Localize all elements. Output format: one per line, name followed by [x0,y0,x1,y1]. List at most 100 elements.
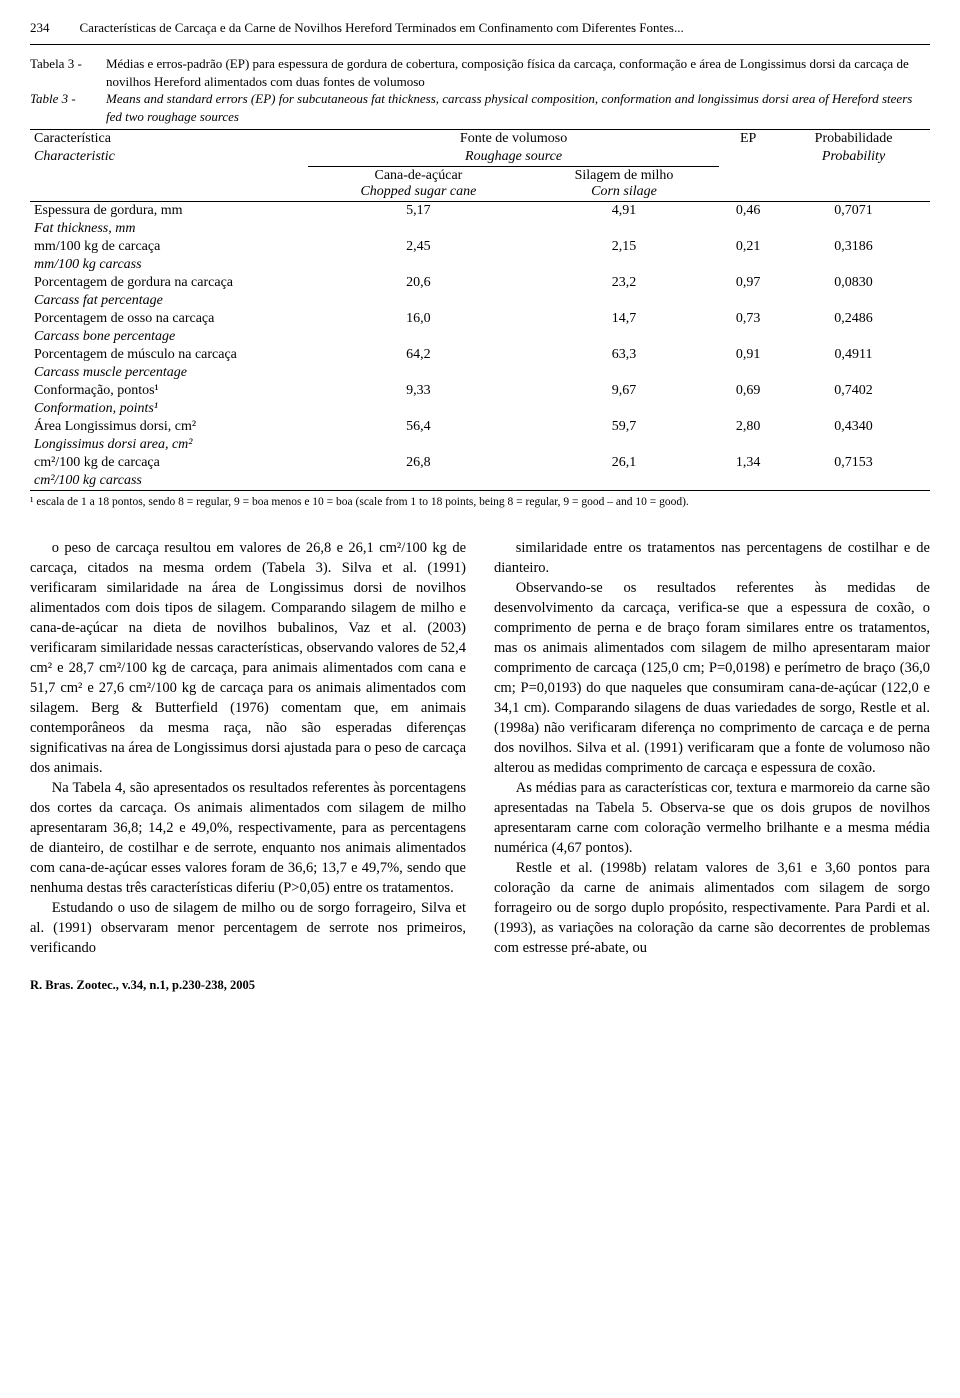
prob-en: Probability [777,148,930,167]
source-en: Roughage source [308,148,719,167]
char-pt: Característica [34,131,111,146]
body-columns: o peso de carcaça resultou em valores de… [30,538,930,958]
row-val-ep: 0,21 [719,238,777,256]
row-val-prob: 0,7153 [777,454,930,472]
col-cane: Cana-de-açúcar Chopped sugar cane [308,167,529,202]
row-val-ep: 0,69 [719,382,777,400]
row-char-pt: mm/100 kg de carcaça [30,238,308,256]
page-header: 234 Características de Carcaça e da Carn… [30,20,930,36]
body-paragraph: Na Tabela 4, são apresentados os resulta… [30,778,466,898]
row-char-en: Carcass fat percentage [30,292,308,310]
table-row: Conformation, points¹ [30,400,930,418]
body-column-right: similaridade entre os tratamentos nas pe… [494,538,930,958]
row-val-prob: 0,3186 [777,238,930,256]
table-row: Espessura de gordura, mm5,174,910,460,70… [30,202,930,221]
row-val-cane: 2,45 [308,238,529,256]
table-row: Porcentagem de gordura na carcaça20,623,… [30,274,930,292]
row-val-prob: 0,0830 [777,274,930,292]
row-char-en: Carcass bone percentage [30,328,308,346]
row-val-cane: 9,33 [308,382,529,400]
table-row: cm²/100 kg carcass [30,472,930,491]
row-char-pt: Porcentagem de osso na carcaça [30,310,308,328]
row-val-cane: 56,4 [308,418,529,436]
table-caption-en: Table 3 - Means and standard errors (EP)… [30,90,930,125]
table-header-row-2: Characteristic Roughage source Probabili… [30,148,930,167]
row-val-ep: 0,91 [719,346,777,364]
char-en: Characteristic [30,148,308,167]
row-char-pt: cm²/100 kg de carcaça [30,454,308,472]
col-characteristic: Característica [30,130,308,149]
table-header-row-3: Cana-de-açúcar Chopped sugar cane Silage… [30,167,930,202]
table-row: Carcass bone percentage [30,328,930,346]
row-val-prob: 0,2486 [777,310,930,328]
row-val-cane: 16,0 [308,310,529,328]
row-val-ep: 2,80 [719,418,777,436]
table-row: Longissimus dorsi area, cm² [30,436,930,454]
body-paragraph: Restle et al. (1998b) relatam valores de… [494,858,930,958]
prob-pt: Probabilidade [815,131,893,146]
row-char-en: mm/100 kg carcass [30,256,308,274]
header-rule [30,44,930,45]
row-char-pt: Espessura de gordura, mm [30,202,308,221]
row-val-silage: 26,1 [529,454,719,472]
table-row: mm/100 kg carcass [30,256,930,274]
row-val-prob: 0,4911 [777,346,930,364]
silage-en: Corn silage [591,184,657,199]
body-paragraph: Observando-se os resultados referentes à… [494,578,930,778]
row-val-prob: 0,7402 [777,382,930,400]
caption-text-en: Means and standard errors (EP) for subcu… [106,90,930,125]
table-row: cm²/100 kg de carcaça26,826,11,340,7153 [30,454,930,472]
silage-pt: Silagem de milho [575,168,674,183]
row-val-prob: 0,4340 [777,418,930,436]
row-val-silage: 59,7 [529,418,719,436]
row-val-cane: 20,6 [308,274,529,292]
cane-en: Chopped sugar cane [360,184,476,199]
row-val-ep: 0,46 [719,202,777,221]
body-paragraph: Estudando o uso de silagem de milho ou d… [30,898,466,958]
row-char-en: Longissimus dorsi area, cm² [30,436,308,454]
row-char-pt: Área Longissimus dorsi, cm² [30,418,308,436]
table-row: Porcentagem de osso na carcaça16,014,7 0,… [30,310,930,328]
row-char-en: cm²/100 kg carcass [30,472,308,491]
row-char-en: Carcass muscle percentage [30,364,308,382]
col-ep: EP [719,130,777,149]
table-row: Porcentagem de músculo na carcaça64,263,… [30,346,930,364]
row-char-en: Fat thickness, mm [30,220,308,238]
row-char-pt: Conformação, pontos¹ [30,382,308,400]
data-table: Característica Fonte de volumoso EP Prob… [30,129,930,491]
page-number: 234 [30,20,50,36]
body-column-left: o peso de carcaça resultou em valores de… [30,538,466,958]
table-row: Carcass fat percentage [30,292,930,310]
table-row: Fat thickness, mm [30,220,930,238]
row-val-cane: 64,2 [308,346,529,364]
row-val-silage: 9,67 [529,382,719,400]
running-title: Características de Carcaça e da Carne de… [80,20,684,36]
table-header-row-1: Característica Fonte de volumoso EP Prob… [30,130,930,149]
row-val-silage: 4,91 [529,202,719,221]
row-char-en: Conformation, points¹ [30,400,308,418]
source-pt: Fonte de volumoso [460,131,567,146]
caption-label-en: Table 3 - [30,90,100,108]
body-paragraph: o peso de carcaça resultou em valores de… [30,538,466,778]
caption-text-pt: Médias e erros-padrão (EP) para espessur… [106,55,930,90]
table-row: Carcass muscle percentage [30,364,930,382]
row-val-cane: 5,17 [308,202,529,221]
row-char-pt: Porcentagem de músculo na carcaça [30,346,308,364]
row-val-silage: 23,2 [529,274,719,292]
table-caption-pt: Tabela 3 - Médias e erros-padrão (EP) pa… [30,55,930,90]
table-row: Conformação, pontos¹9,339,670,690,7402 [30,382,930,400]
table-row: mm/100 kg de carcaça2,452,150,210,3186 [30,238,930,256]
row-char-pt: Porcentagem de gordura na carcaça [30,274,308,292]
body-paragraph: similaridade entre os tratamentos nas pe… [494,538,930,578]
row-val-silage: 14,7 [529,310,719,328]
row-val-ep: 0,97 [719,274,777,292]
body-paragraph: As médias para as características cor, t… [494,778,930,858]
col-silage: Silagem de milho Corn silage [529,167,719,202]
row-val-prob: 0,7071 [777,202,930,221]
caption-label-pt: Tabela 3 - [30,55,100,73]
col-prob: Probabilidade [777,130,930,149]
table-footnote: ¹ escala de 1 a 18 pontos, sendo 8 = reg… [30,495,930,510]
cane-pt: Cana-de-açúcar [375,168,463,183]
row-val-cane: 26,8 [308,454,529,472]
row-val-silage: 63,3 [529,346,719,364]
